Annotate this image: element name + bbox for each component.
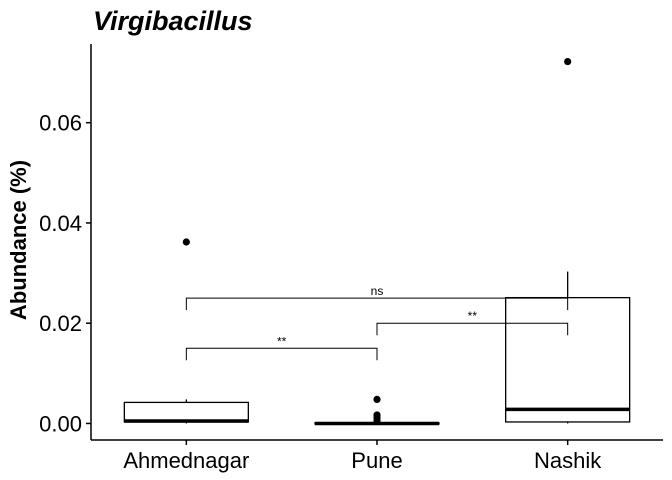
x-tick-label: Ahmednagar: [123, 448, 249, 473]
iqr-box: [505, 296, 631, 423]
outlier-point: [564, 57, 572, 66]
iqr-box: [123, 401, 249, 423]
box-ahmednagar: [123, 238, 249, 424]
outlier-point: [373, 395, 381, 403]
chart-title: Virgibacillus: [93, 6, 253, 36]
bracket-line: [185, 297, 569, 311]
y-tick-label: 0.02: [39, 311, 82, 336]
significance-label: ns: [371, 284, 384, 298]
y-tick-label: 0.04: [39, 211, 82, 236]
significance-bracket: **: [185, 334, 378, 361]
box-nashik: [505, 57, 631, 424]
x-tick-label: Nashik: [534, 448, 602, 473]
y-tick-label: 0.06: [39, 111, 82, 136]
x-tick-label: Pune: [351, 448, 402, 473]
y-tick-label: 0.00: [39, 411, 82, 436]
box-pune: [314, 395, 440, 426]
significance-bracket: **: [376, 309, 569, 336]
outlier-point: [182, 238, 190, 246]
chart-marks: ** ** ns: [123, 57, 631, 426]
significance-label: **: [277, 334, 287, 348]
significance-bracket: ns: [185, 284, 569, 311]
significance-label: **: [468, 309, 478, 323]
bracket-line: [185, 347, 378, 361]
axes: 0.00 0.02 0.04 0.06 Ahmednagar Pune Nashik: [39, 44, 663, 473]
outlier-point: [373, 416, 381, 425]
bracket-line: [376, 322, 569, 336]
y-axis-label: Abundance (%): [6, 160, 31, 320]
